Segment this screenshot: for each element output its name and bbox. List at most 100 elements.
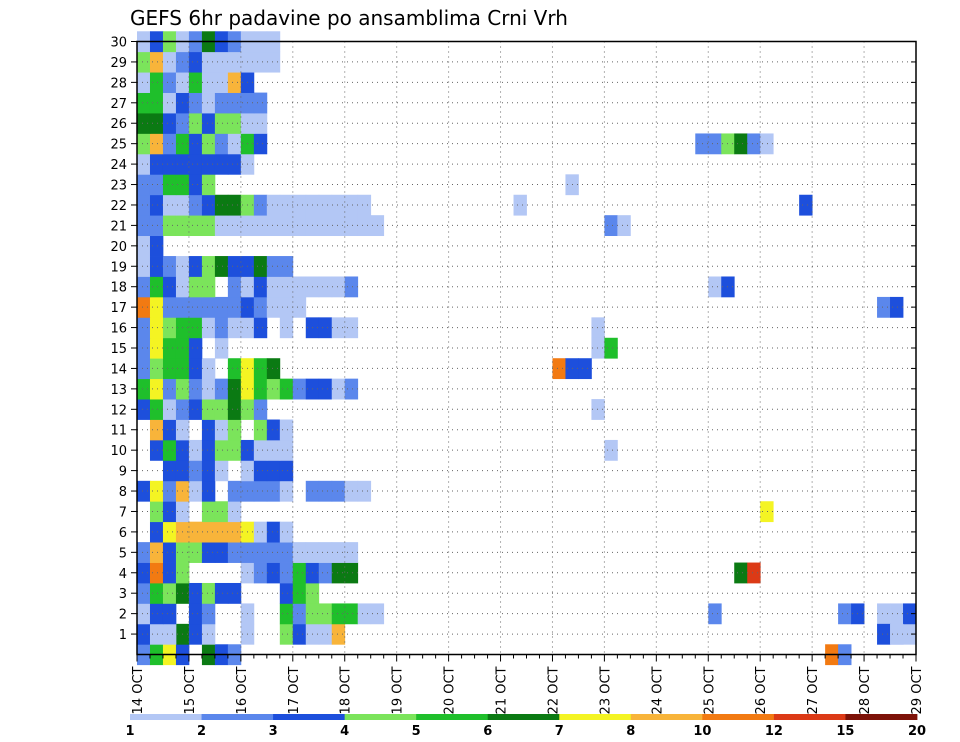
heatmap-cell <box>279 521 294 543</box>
heatmap-cell <box>331 623 346 645</box>
y-tick-label: 30 <box>110 36 127 51</box>
heatmap-cell <box>357 194 372 216</box>
colorbar-swatch <box>702 714 775 720</box>
heatmap-cell <box>214 582 229 604</box>
heatmap-cell <box>214 542 229 563</box>
colorbar-label: 20 <box>908 724 926 739</box>
grid-lines <box>137 41 916 655</box>
heatmap-cell <box>253 113 268 134</box>
heatmap-cell <box>227 582 242 604</box>
heatmap-cell <box>227 92 242 114</box>
heatmap-cell <box>253 296 268 318</box>
heatmap-cell <box>201 439 216 461</box>
heatmap-cell <box>227 378 242 400</box>
heatmap-cell <box>292 194 307 216</box>
heatmap-cell <box>149 521 164 543</box>
heatmap-cell <box>292 582 307 604</box>
heatmap-cell <box>162 296 177 318</box>
heatmap-cell <box>188 133 203 155</box>
heatmap-cell <box>201 358 216 380</box>
heatmap-cell <box>162 276 177 298</box>
heatmap-cell <box>201 194 216 216</box>
heatmap-cell <box>292 542 307 563</box>
y-tick-label: 2 <box>119 608 127 623</box>
heatmap-cell <box>266 562 281 584</box>
heatmap-cell <box>188 194 203 216</box>
heatmap-cell <box>149 378 164 400</box>
heatmap-cell <box>214 215 229 237</box>
heatmap-cell <box>149 276 164 298</box>
colorbar-label: 3 <box>269 724 278 739</box>
heatmap-cell <box>279 276 294 298</box>
heatmap-cell <box>137 337 151 359</box>
heatmap-cell <box>201 378 216 400</box>
heatmap-cell <box>279 215 294 237</box>
heatmap-cell <box>188 480 203 502</box>
heatmap-cell <box>137 194 151 216</box>
heatmap-cell <box>214 113 229 134</box>
x-tick-label: 22 OCT <box>546 666 561 714</box>
heatmap-cell <box>214 194 229 216</box>
heatmap-cell <box>149 582 164 604</box>
heatmap-cell <box>279 582 294 604</box>
y-tick-label: 22 <box>110 199 127 214</box>
heatmap-cell <box>201 399 216 420</box>
heatmap-cell <box>318 194 333 216</box>
heatmap-cell <box>149 337 164 359</box>
x-tick-label: 28 OCT <box>858 666 873 714</box>
colorbar-label: 8 <box>626 724 635 739</box>
heatmap-cell <box>214 399 229 420</box>
heatmap-cell <box>149 215 164 237</box>
y-tick-label: 1 <box>119 628 127 643</box>
heatmap-cell <box>253 92 268 114</box>
heatmap-cell <box>149 72 164 93</box>
heatmap-cell <box>266 521 281 543</box>
heatmap-cell <box>344 215 359 237</box>
x-tick-label: 19 OCT <box>391 666 406 714</box>
heatmap-cell <box>292 623 307 645</box>
x-tick-label: 21 OCT <box>495 666 510 714</box>
heatmap-cell <box>137 296 151 318</box>
heatmap-cell <box>227 399 242 420</box>
colorbar-swatch <box>845 714 918 720</box>
heatmap-cell <box>149 623 164 645</box>
heatmap-cell <box>331 317 346 339</box>
heatmap-cell <box>137 51 151 73</box>
heatmap-cell <box>201 419 216 441</box>
heatmap-cell <box>188 582 203 604</box>
heatmap-cell <box>292 215 307 237</box>
colorbar-swatch <box>201 714 274 720</box>
heatmap-cell <box>137 72 151 93</box>
heatmap-cell <box>279 194 294 216</box>
heatmap-cell <box>162 562 177 584</box>
heatmap-cell <box>201 51 216 73</box>
heatmap-cell <box>513 194 527 216</box>
heatmap-cell <box>188 113 203 134</box>
heatmap-cell <box>137 92 151 114</box>
y-tick-label: 12 <box>110 403 127 418</box>
chart-title: GEFS 6hr padavine po ansamblima Crni Vrh <box>130 6 568 30</box>
heatmap-cell <box>162 113 177 134</box>
y-tick-label: 5 <box>119 546 127 561</box>
colorbar-label: 15 <box>836 724 854 739</box>
heatmap-cell <box>318 542 333 563</box>
heatmap-cell <box>188 215 203 237</box>
heatmap-cell <box>162 501 177 523</box>
heatmap-cell <box>162 92 177 114</box>
heatmap-cell <box>214 296 229 318</box>
y-tick-label: 21 <box>110 219 127 234</box>
heatmap-cell <box>253 480 268 502</box>
heatmap-cell <box>708 133 722 155</box>
heatmap-cell <box>227 72 242 93</box>
heatmap-cell <box>344 317 359 339</box>
heatmap-cell <box>253 215 268 237</box>
heatmap-cell <box>266 439 281 461</box>
heatmap-cell <box>760 501 774 523</box>
heatmap-cell <box>149 153 164 175</box>
heatmap-cell <box>201 276 216 298</box>
heatmap-cell <box>188 256 203 277</box>
heatmap-cell <box>253 521 268 543</box>
heatmap-cell <box>890 603 904 625</box>
heatmap-cell <box>253 399 268 420</box>
heatmap-cell <box>214 133 229 155</box>
